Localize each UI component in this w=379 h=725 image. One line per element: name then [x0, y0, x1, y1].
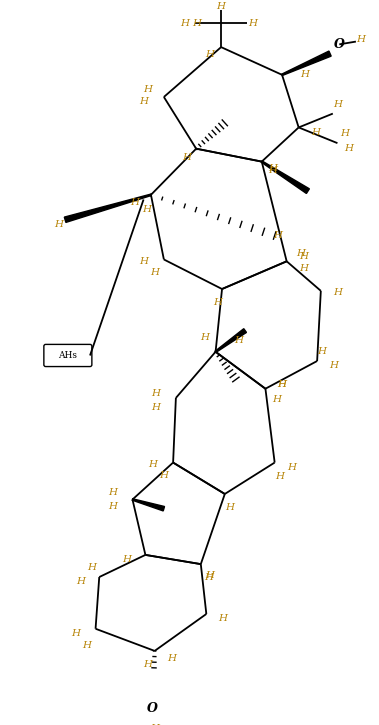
Text: H: H [205, 571, 215, 580]
Text: H: H [108, 488, 117, 497]
Text: H: H [130, 198, 139, 207]
Polygon shape [215, 328, 246, 352]
Text: H: H [272, 395, 281, 405]
Polygon shape [282, 51, 331, 75]
Text: H: H [299, 264, 308, 273]
Text: H: H [344, 144, 353, 153]
Text: H: H [82, 641, 91, 650]
Text: H: H [317, 347, 326, 356]
Text: H: H [167, 654, 176, 663]
Text: H: H [108, 502, 117, 511]
Text: H: H [273, 231, 282, 240]
Text: H: H [299, 252, 308, 261]
Text: H: H [204, 573, 213, 581]
Text: H: H [143, 85, 152, 94]
Text: H: H [148, 460, 157, 469]
Text: H: H [151, 389, 160, 398]
Polygon shape [132, 499, 164, 511]
Text: H: H [181, 19, 190, 28]
Text: H: H [340, 129, 349, 138]
Text: H: H [139, 257, 148, 266]
Text: O: O [147, 702, 158, 715]
Text: O: O [334, 38, 345, 51]
Text: H: H [143, 660, 152, 669]
Text: H: H [205, 50, 215, 59]
Text: H: H [150, 268, 159, 277]
Text: H: H [356, 36, 365, 44]
Text: H: H [88, 563, 96, 572]
Text: H: H [182, 154, 191, 162]
Text: H: H [54, 220, 63, 229]
Text: H: H [311, 128, 320, 136]
Text: H: H [71, 629, 80, 638]
FancyBboxPatch shape [44, 344, 92, 367]
Text: H: H [213, 299, 222, 307]
Text: H: H [277, 380, 287, 389]
Text: H: H [277, 380, 287, 389]
Text: H: H [200, 334, 209, 342]
Text: H: H [151, 402, 160, 412]
Text: H: H [301, 70, 310, 79]
Polygon shape [64, 194, 151, 223]
Text: H: H [142, 205, 151, 214]
Text: H: H [192, 19, 201, 28]
Text: H: H [333, 100, 342, 109]
Text: H: H [225, 503, 234, 513]
Text: H: H [268, 166, 277, 175]
Text: H: H [333, 289, 342, 297]
Text: H: H [122, 555, 132, 564]
Text: H: H [76, 577, 85, 587]
Text: H: H [218, 614, 227, 623]
Text: H: H [150, 724, 159, 725]
Text: H: H [268, 165, 277, 173]
Text: H: H [217, 2, 226, 11]
Text: H: H [275, 472, 284, 481]
Text: H: H [329, 361, 338, 370]
Text: H: H [160, 471, 168, 480]
Text: H: H [296, 249, 305, 258]
Text: AHs: AHs [58, 351, 77, 360]
Text: H: H [139, 97, 148, 106]
Polygon shape [262, 161, 309, 194]
Text: H: H [234, 336, 243, 345]
Text: H: H [248, 19, 257, 28]
Text: H: H [287, 463, 296, 472]
